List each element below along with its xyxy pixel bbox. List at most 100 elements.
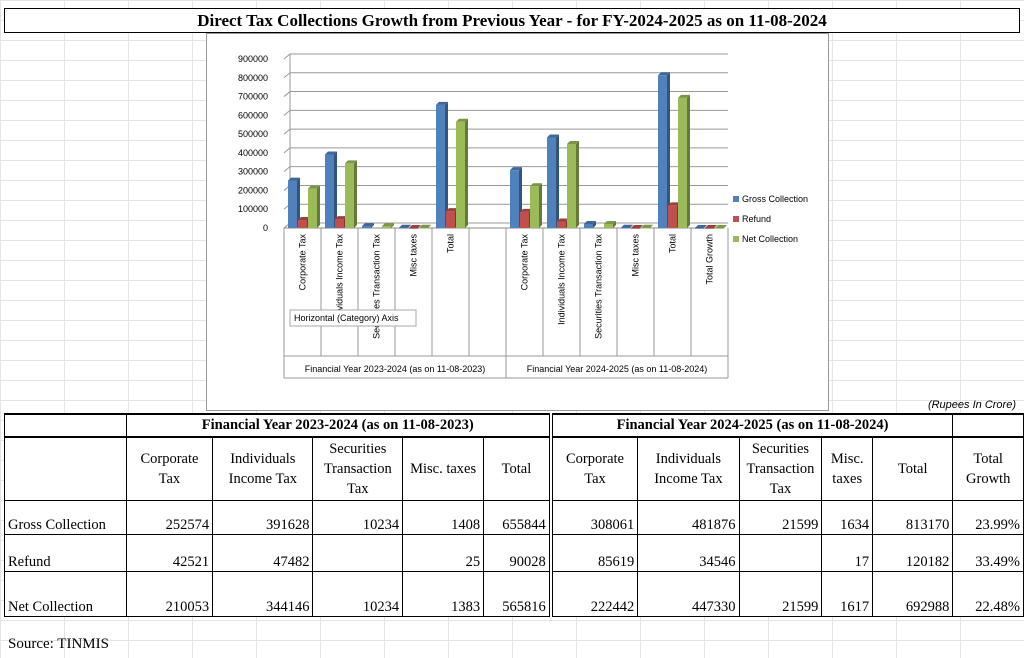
column-header-line: Transaction <box>323 461 392 477</box>
chart[interactable]: 0 100000 200000 300000 400000 500000 600000 700… <box>206 33 829 411</box>
gridline-diagonal <box>283 91 291 97</box>
y-tick-label: 800000 <box>238 73 268 83</box>
bar-net-collection <box>678 97 687 228</box>
bar-top <box>715 224 727 228</box>
bar-side <box>556 134 559 228</box>
bar-gross-collection <box>362 226 371 228</box>
bar-top <box>695 224 707 228</box>
category-label: Individuals Income Tax <box>335 234 345 325</box>
bar-side <box>465 118 468 228</box>
table-cell: 42521 <box>125 534 214 572</box>
table-cell: 344146 <box>212 571 314 617</box>
bar-top <box>520 208 532 212</box>
bar-side <box>418 224 421 228</box>
legend-entry: Gross Collection <box>742 194 808 204</box>
table-row: Net Collection 210053 344146 10234 1383 56581… <box>4 571 1024 617</box>
bar-side <box>613 220 616 228</box>
bar-refund <box>298 220 307 228</box>
y-tick-label: 0 <box>263 223 268 233</box>
column-header: Total Growth <box>952 436 1024 501</box>
table-cell: 1383 <box>402 571 485 617</box>
bar-top <box>335 216 347 220</box>
bar-top <box>705 224 717 228</box>
bar-net-collection <box>641 227 650 229</box>
gridline-diagonal <box>283 53 291 60</box>
bar-net-collection <box>456 121 465 228</box>
table-cell: 10234 <box>312 500 404 535</box>
y-tick-label: 600000 <box>238 110 268 120</box>
bar-refund <box>446 211 455 228</box>
bar-top <box>399 224 411 228</box>
y-tick-label: 400000 <box>238 148 268 158</box>
page-title: Direct Tax Collections Growth from Previ… <box>4 8 1020 33</box>
table-cell: 1617 <box>821 571 874 617</box>
table-cell: 21599 <box>738 571 823 617</box>
bar-gross-collection <box>399 227 408 229</box>
gridline-diagonal <box>283 109 291 116</box>
gridline-diagonal <box>283 72 291 79</box>
legend-swatch <box>733 236 739 242</box>
category-group-label: Financial Year 2024-2025 (as on 11-08-20… <box>527 364 707 374</box>
table-cell: 90028 <box>483 534 552 572</box>
bar-top <box>530 183 542 187</box>
column-header: Misc. taxes <box>821 436 874 501</box>
legend-entry: Net Collection <box>742 234 798 244</box>
bar-side <box>687 94 690 228</box>
table-cell: 23.99% <box>952 500 1024 535</box>
column-header: Securities Transaction Tax <box>312 436 404 501</box>
row-label: Refund <box>4 534 127 572</box>
table-cell: 120182 <box>872 534 954 572</box>
column-header-line: Tax <box>158 471 181 487</box>
bar-side <box>354 160 357 228</box>
bar-refund <box>705 227 714 229</box>
column-header: Individuals Income Tax <box>212 436 314 501</box>
bar-side <box>297 177 300 228</box>
bar-net-collection <box>382 226 391 228</box>
legend-swatch <box>733 216 739 222</box>
table-cell: 655844 <box>483 500 552 535</box>
category-label: Securities Transaction Tax <box>372 234 382 339</box>
column-header-line: Corporate <box>566 451 624 467</box>
bar-net-collection <box>567 144 576 228</box>
table-cell: 10234 <box>312 571 404 617</box>
bar-side <box>650 224 653 228</box>
y-tick-label: 200000 <box>238 185 268 195</box>
bar-gross-collection <box>547 137 556 228</box>
column-header-line: Securities <box>329 441 387 457</box>
table-column-header-row: Corporate Tax Individuals Income Tax Securit… <box>4 436 1024 501</box>
bar-top <box>567 141 579 145</box>
bar-top <box>446 208 458 212</box>
bar-gross-collection <box>584 223 593 228</box>
bar-side <box>593 220 596 228</box>
bar-side <box>371 223 374 228</box>
bar-gross-collection <box>325 154 334 228</box>
table-cell: 692988 <box>872 571 954 617</box>
gridline-diagonal <box>283 147 291 154</box>
bar-side <box>630 224 633 228</box>
table-cell: 34546 <box>637 534 740 572</box>
bar-refund <box>409 227 418 229</box>
bar-side <box>428 224 431 228</box>
y-tick-label: 100000 <box>238 204 268 214</box>
column-header-line: Tax <box>347 481 369 497</box>
bar-top <box>362 223 374 227</box>
tooltip-box <box>289 309 417 327</box>
bar-refund <box>557 221 566 228</box>
table-cell: 33.49% <box>952 534 1024 572</box>
table-row: Gross Collection 252574 391628 10234 1408 655… <box>4 500 1024 535</box>
group-header-fy2024: Financial Year 2024-2025 (as on 11-08-20… <box>548 413 954 438</box>
bar-side <box>667 72 670 228</box>
bar-top <box>631 224 643 228</box>
bar-side <box>704 224 707 228</box>
column-header-line: Transaction <box>746 461 815 477</box>
bar-top <box>510 167 522 171</box>
bar-refund <box>631 227 640 229</box>
column-header-line: Misc. taxes <box>410 461 477 477</box>
bar-top <box>584 220 596 224</box>
tooltip-text: Horizontal (Category) Axis <box>294 313 399 323</box>
bar-refund <box>335 219 344 228</box>
bar-gross-collection <box>510 170 519 228</box>
column-header-line: Securities <box>751 441 810 457</box>
bar-side <box>714 224 717 228</box>
column-header-line: taxes <box>832 471 863 487</box>
